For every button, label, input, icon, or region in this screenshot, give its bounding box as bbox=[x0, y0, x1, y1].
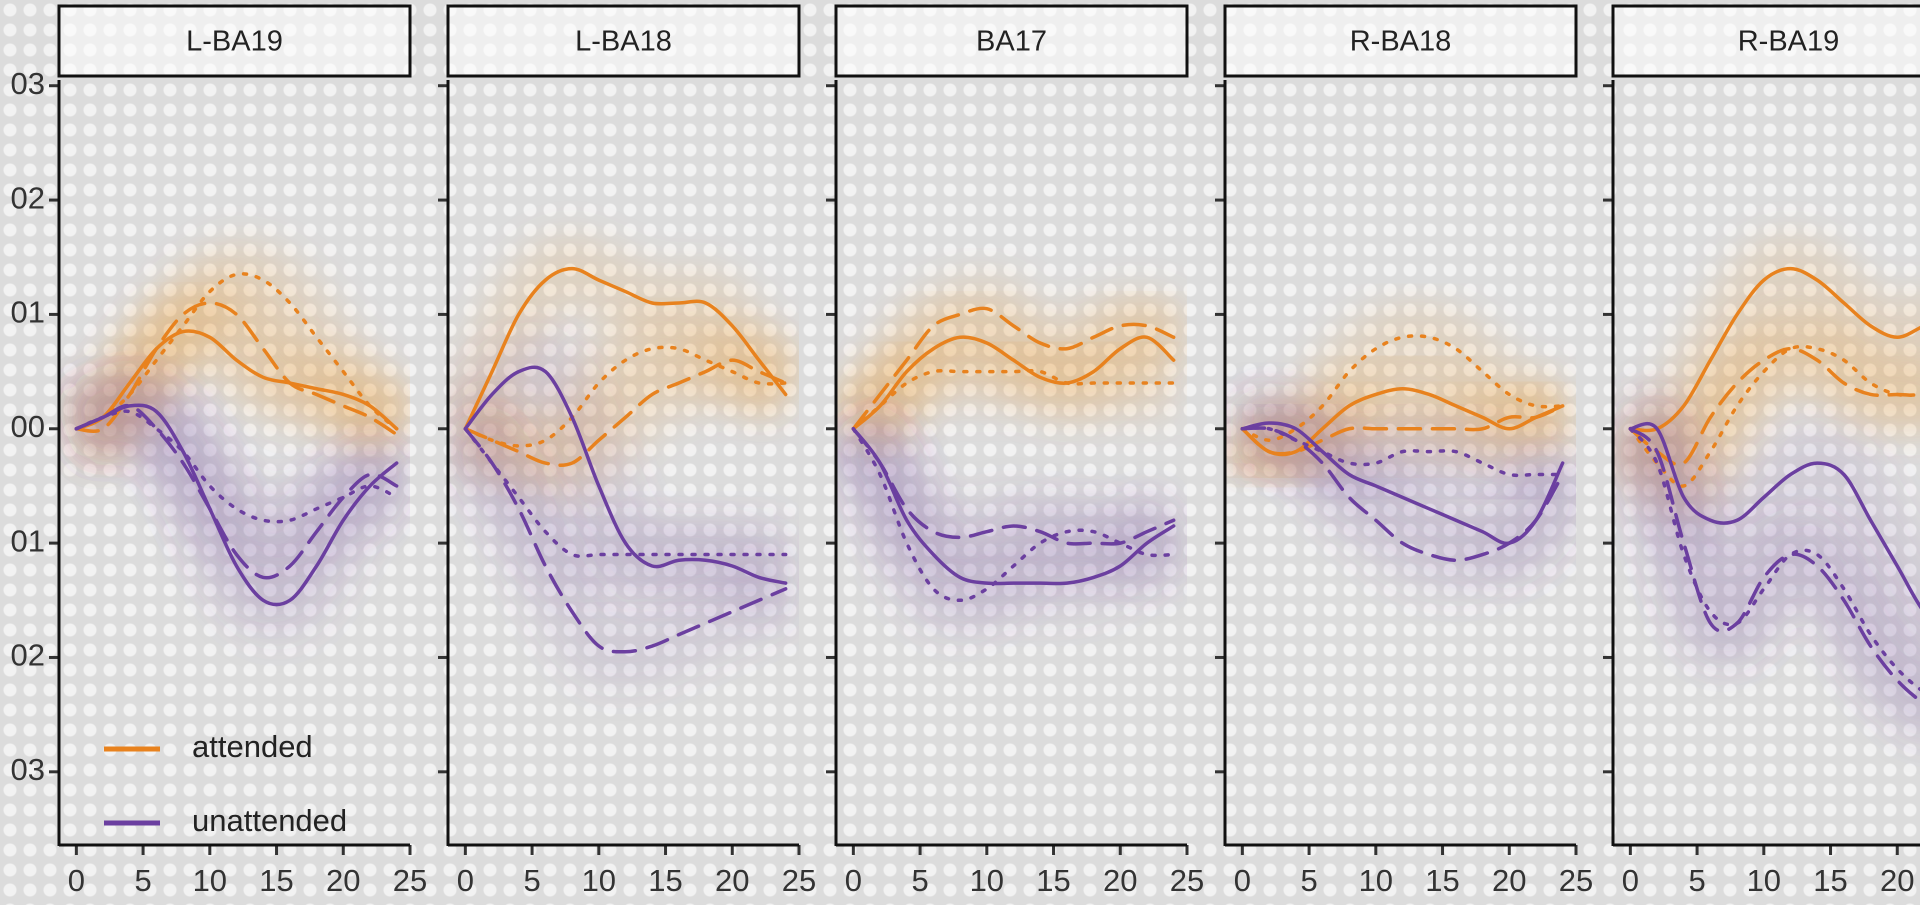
series-line bbox=[851, 427, 1176, 603]
strip-box bbox=[834, 4, 1189, 78]
panel: BA17 0 5 10 15 20 25 bbox=[826, 4, 1204, 898]
y-tick-label: 01 bbox=[11, 523, 45, 558]
strip-box bbox=[1611, 4, 1920, 78]
x-tick-label: 0 bbox=[1622, 863, 1639, 898]
panel: R-BA18 0 5 10 15 20 25 bbox=[1215, 4, 1593, 898]
x-tick-label: 20 bbox=[715, 863, 749, 898]
legend-label: unattended bbox=[192, 803, 347, 838]
x-tick-label: 20 bbox=[326, 863, 360, 898]
y-tick-label: 03 bbox=[11, 66, 45, 101]
panel-title: BA17 bbox=[976, 26, 1047, 58]
x-tick-label: 15 bbox=[1425, 863, 1459, 898]
x-tick-label: 5 bbox=[1688, 863, 1705, 898]
panel: L-BA19 03 02 01 00 01 02 03 0 5 10 15 20 25 bbox=[11, 4, 427, 898]
series-line bbox=[1240, 404, 1565, 456]
series-line bbox=[463, 427, 788, 654]
series-line bbox=[1628, 344, 1920, 488]
panel-title: R-BA18 bbox=[1350, 26, 1452, 58]
series-line bbox=[74, 403, 399, 607]
series-line bbox=[1628, 427, 1920, 692]
series-line bbox=[463, 358, 788, 467]
series-line bbox=[851, 369, 1176, 431]
series-line bbox=[463, 266, 788, 431]
legend-label: attended bbox=[192, 729, 313, 764]
series-line bbox=[1628, 266, 1920, 433]
plot-area bbox=[62, 238, 410, 640]
x-tick-label: 5 bbox=[134, 863, 151, 898]
series-line bbox=[1240, 386, 1565, 457]
plot-area bbox=[1613, 233, 1920, 741]
x-tick-label: 15 bbox=[648, 863, 682, 898]
x-tick-label: 10 bbox=[1359, 863, 1393, 898]
series-line bbox=[74, 329, 399, 431]
x-tick-label: 10 bbox=[193, 863, 227, 898]
panel-title: R-BA19 bbox=[1738, 26, 1840, 58]
plot-area bbox=[448, 233, 799, 687]
y-tick-label: 02 bbox=[11, 638, 45, 673]
x-tick-label: 20 bbox=[1103, 863, 1137, 898]
series-line bbox=[463, 427, 788, 558]
x-tick-label: 0 bbox=[845, 863, 862, 898]
series-line bbox=[463, 365, 788, 585]
x-tick-label: 10 bbox=[970, 863, 1004, 898]
x-tick-label: 10 bbox=[582, 863, 616, 898]
series-line bbox=[1240, 426, 1565, 478]
x-tick-label: 15 bbox=[1813, 863, 1847, 898]
y-tick-label: 03 bbox=[11, 752, 45, 787]
y-tick-label: 01 bbox=[11, 295, 45, 330]
series-line bbox=[74, 409, 399, 524]
x-tick-label: 0 bbox=[457, 863, 474, 898]
series-line bbox=[851, 306, 1176, 431]
x-tick-label: 5 bbox=[1300, 863, 1317, 898]
series-line bbox=[851, 335, 1176, 431]
series-line bbox=[1628, 421, 1920, 610]
series-line bbox=[1240, 334, 1565, 442]
panel: R-BA19 0 5 10 15 20 bbox=[1603, 4, 1920, 898]
panel-title: L-BA18 bbox=[575, 26, 672, 58]
strip-box bbox=[446, 4, 801, 78]
y-tick-label: 00 bbox=[11, 409, 45, 444]
series-line bbox=[463, 345, 788, 448]
y-tick-label: 02 bbox=[11, 180, 45, 215]
x-tick-label: 0 bbox=[68, 863, 85, 898]
strip-box bbox=[1223, 4, 1578, 78]
series-line bbox=[851, 427, 1176, 586]
x-tick-label: 15 bbox=[1036, 863, 1070, 898]
x-tick-label: 0 bbox=[1234, 863, 1251, 898]
x-tick-label: 15 bbox=[259, 863, 293, 898]
x-tick-label: 5 bbox=[911, 863, 928, 898]
plot-area bbox=[836, 273, 1187, 636]
x-tick-label: 20 bbox=[1880, 863, 1914, 898]
x-tick-label: 25 bbox=[1559, 863, 1593, 898]
panel-title: L-BA19 bbox=[186, 26, 283, 58]
panel: L-BA18 0 5 10 15 20 25 bbox=[438, 4, 816, 898]
series-line bbox=[74, 272, 399, 431]
plot-area bbox=[1225, 300, 1576, 596]
x-tick-label: 20 bbox=[1492, 863, 1526, 898]
strip-box bbox=[57, 4, 412, 78]
x-tick-label: 10 bbox=[1747, 863, 1781, 898]
x-tick-label: 25 bbox=[393, 863, 427, 898]
x-tick-label: 25 bbox=[1170, 863, 1204, 898]
x-tick-label: 5 bbox=[523, 863, 540, 898]
x-tick-label: 25 bbox=[782, 863, 816, 898]
